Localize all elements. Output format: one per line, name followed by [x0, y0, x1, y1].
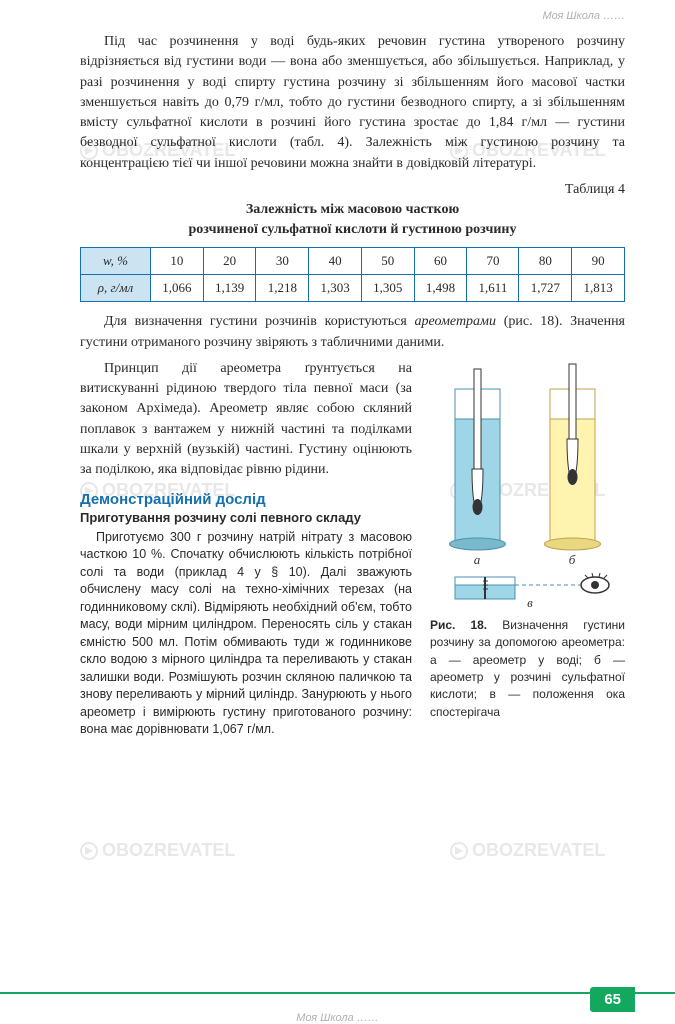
- figure-caption-text: Визначення густини розчину за допомогою …: [430, 618, 625, 719]
- table-cell: 1,303: [309, 275, 362, 302]
- table-cell: 20: [203, 248, 256, 275]
- fig-label-b: б: [569, 552, 576, 567]
- table-cell: 30: [256, 248, 309, 275]
- header-brand: Моя Школа ……: [542, 10, 625, 22]
- page-content: Моя Школа …… Під час розчинення у воді б…: [0, 0, 675, 739]
- table-title-line1: Залежність між масовою часткою: [246, 202, 459, 217]
- density-table: w, % 10 20 30 40 50 60 70 80 90 ρ, г/мл …: [80, 247, 625, 302]
- subheading: Приготування розчину солі певного складу: [80, 510, 412, 525]
- table-cell: 80: [519, 248, 572, 275]
- areometer-diagram: а б: [430, 359, 625, 609]
- table-cell: 1,305: [361, 275, 414, 302]
- table-cell: 1,498: [414, 275, 467, 302]
- table-cell: 90: [572, 248, 625, 275]
- figure-caption-bold: Рис. 18.: [430, 618, 487, 632]
- row2-header: ρ, г/мл: [81, 275, 151, 302]
- watermark: ▶OBOZREVATEL: [80, 840, 235, 861]
- table-title: Залежність між масовою часткою розчинено…: [80, 200, 625, 239]
- table-row: ρ, г/мл 1,066 1,139 1,218 1,303 1,305 1,…: [81, 275, 625, 302]
- figure-18: а б: [430, 359, 625, 721]
- table-row: w, % 10 20 30 40 50 60 70 80 90: [81, 248, 625, 275]
- table-cell: 10: [151, 248, 204, 275]
- paragraph-3: Принцип дії ареометра ґрунтується на вит…: [80, 359, 412, 481]
- fig-label-c: в: [527, 595, 533, 609]
- figure-caption: Рис. 18. Визначення густини розчину за д…: [430, 617, 625, 721]
- paragraph-1: Під час розчинення у воді будь-яких речо…: [80, 32, 625, 174]
- table-label: Таблиця 4: [80, 182, 625, 198]
- table-title-line2: розчиненої сульфатної кислоти й густиною…: [189, 222, 517, 237]
- table-cell: 1,727: [519, 275, 572, 302]
- experiment-paragraph: Приготуємо 300 г розчину натрій нітрату …: [80, 529, 412, 739]
- watermark: ▶OBOZREVATEL: [450, 840, 605, 861]
- footer-divider: [0, 992, 675, 994]
- table-cell: 1,218: [256, 275, 309, 302]
- table-cell: 50: [361, 248, 414, 275]
- table-cell: 1,066: [151, 275, 204, 302]
- section-heading: Демонстраційний дослід: [80, 491, 412, 508]
- right-column: а б: [430, 359, 625, 739]
- table-cell: 60: [414, 248, 467, 275]
- fig-label-a: а: [474, 552, 481, 567]
- paragraph-2: Для визначення густини розчинів користую…: [80, 312, 625, 353]
- table-cell: 1,611: [467, 275, 519, 302]
- page-number: 65: [590, 987, 635, 1012]
- footer-brand: Моя Школа ……: [296, 1012, 379, 1024]
- left-column: Принцип дії ареометра ґрунтується на вит…: [80, 359, 412, 739]
- table-cell: 1,139: [203, 275, 256, 302]
- table-cell: 70: [467, 248, 519, 275]
- table-cell: 40: [309, 248, 362, 275]
- row1-header: w, %: [81, 248, 151, 275]
- table-cell: 1,813: [572, 275, 625, 302]
